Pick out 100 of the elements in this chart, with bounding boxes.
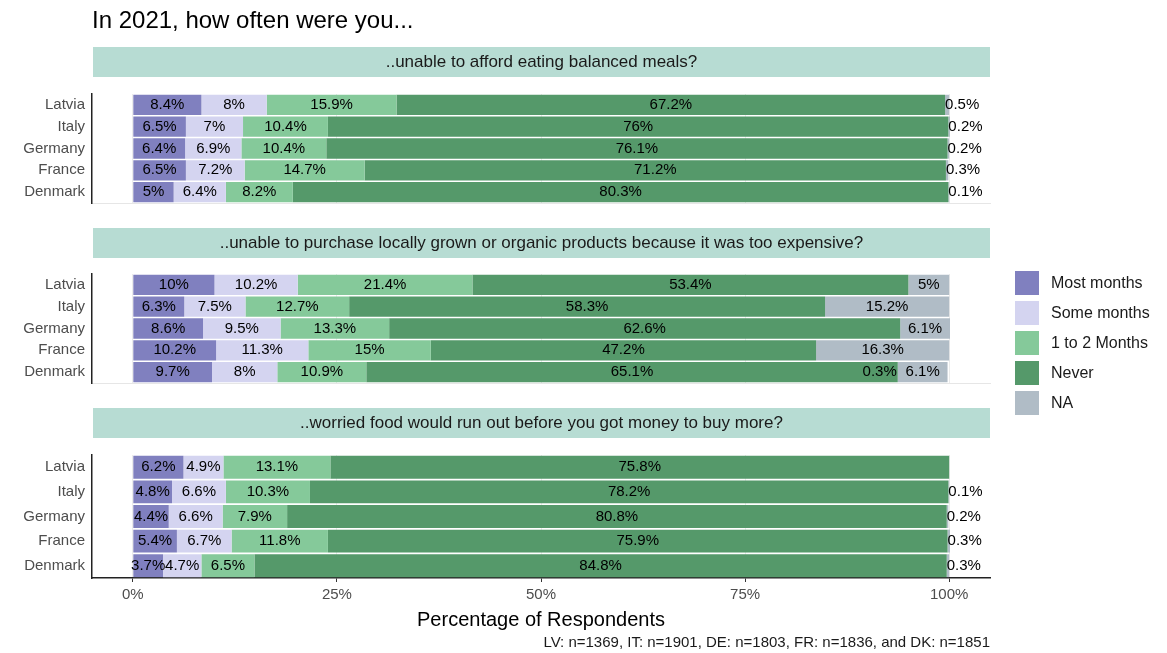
data-label: 0.3%	[946, 555, 981, 573]
data-label: 6.5%	[210, 555, 246, 573]
data-label: 0.1%	[948, 182, 983, 200]
data-label: 6.2%	[141, 457, 176, 475]
data-label: 0.5%	[945, 95, 980, 113]
data-label: 0.3%	[947, 531, 982, 549]
data-label: 6.1%	[908, 318, 943, 336]
data-label: 0.2%	[948, 116, 983, 134]
data-label: 71.2%	[634, 160, 677, 178]
data-label: 6.6%	[181, 482, 217, 500]
data-label: 4.7%	[165, 555, 200, 573]
y-tick-label: Denmark	[24, 362, 86, 380]
data-label: 75.9%	[616, 531, 660, 549]
data-label: 15.2%	[865, 296, 909, 314]
data-label: 6.9%	[196, 138, 231, 156]
data-label: 7.2%	[198, 160, 233, 178]
data-label: 6.7%	[187, 531, 222, 549]
data-label: 0.1%	[948, 482, 983, 500]
data-label: 13.1%	[255, 457, 299, 475]
data-label: 10.2%	[234, 275, 278, 293]
data-label: 4.4%	[133, 506, 169, 524]
x-tick-label: 50%	[525, 585, 557, 603]
y-tick-label: Denmark	[24, 182, 86, 200]
y-tick-label: Italy	[57, 482, 86, 500]
data-label: 75.8%	[618, 457, 662, 475]
y-tick-label: Latvia	[44, 457, 86, 475]
data-label: 47.2%	[602, 340, 645, 358]
data-label: 4.8%	[135, 482, 170, 500]
x-tick-label: 25%	[321, 585, 352, 603]
data-label: 8%	[233, 362, 256, 380]
data-label: 6.5%	[142, 116, 177, 134]
data-label: 80.3%	[599, 182, 642, 200]
data-label: 15.9%	[310, 95, 353, 113]
legend-label: 1 to 2 Months	[1051, 334, 1148, 352]
y-tick-label: Italy	[57, 296, 86, 314]
data-label: 80.8%	[595, 506, 639, 524]
data-label: 6.1%	[905, 362, 940, 380]
data-label: 6.3%	[141, 296, 176, 314]
data-label: 65.1%	[610, 362, 654, 380]
y-tick-label: Denmark	[24, 555, 86, 573]
y-tick-label: Latvia	[44, 95, 86, 113]
chart-subtitle: ..unable to purchase locally grown or organic products because it was too expensive?	[93, 228, 990, 258]
data-label: 6.6%	[178, 506, 213, 524]
data-label: 10.4%	[264, 116, 307, 134]
data-label: 13.3%	[313, 318, 357, 336]
data-label: 6.4%	[142, 138, 177, 156]
data-label: 78.2%	[607, 482, 651, 500]
chart-subtitle: ..unable to afford eating balanced meals?	[93, 47, 990, 77]
data-label: 10.3%	[246, 482, 290, 500]
data-label: 58.3%	[565, 296, 609, 314]
x-tick-label: 0%	[121, 585, 144, 603]
x-tick-label: 100%	[929, 585, 969, 603]
y-tick-label: Germany	[23, 318, 86, 336]
data-label: 14.7%	[283, 160, 326, 178]
data-label: 67.2%	[649, 95, 693, 113]
data-label: 10.9%	[300, 362, 344, 380]
y-tick-label: Germany	[23, 138, 86, 156]
data-label: 5.4%	[138, 531, 173, 549]
chart-title: In 2021, how often were you...	[92, 6, 414, 34]
data-label: 8.6%	[151, 318, 186, 336]
data-label: 10.4%	[262, 138, 306, 156]
data-label: 7.5%	[197, 296, 232, 314]
x-axis-title: Percentage of Respondents	[417, 607, 665, 630]
data-label: 84.8%	[579, 555, 622, 573]
data-label: 8.4%	[150, 95, 185, 113]
data-label: 8.2%	[242, 182, 277, 200]
data-label: 15%	[354, 340, 385, 358]
x-tick-label: 75%	[730, 585, 761, 603]
data-label: 4.9%	[186, 457, 221, 475]
data-label: 6.4%	[182, 182, 217, 200]
data-label: 11.8%	[259, 531, 301, 549]
data-label: 0.3%	[945, 160, 981, 178]
data-label: 5%	[142, 182, 165, 200]
data-label: 21.4%	[363, 275, 407, 293]
data-label: 53.4%	[669, 275, 712, 293]
y-tick-label: France	[38, 340, 85, 358]
data-label: 8%	[223, 95, 245, 113]
y-tick-label: Italy	[57, 116, 86, 134]
data-label: 10%	[158, 275, 189, 293]
legend-label: Some months	[1051, 304, 1150, 322]
legend-label: Most months	[1051, 274, 1143, 292]
data-label: 5%	[917, 275, 940, 293]
data-label: 12.7%	[276, 296, 319, 314]
data-label: 11.3%	[241, 340, 283, 358]
data-label: 62.6%	[623, 318, 666, 336]
data-label: 7.9%	[237, 506, 272, 524]
legend-label: Never	[1051, 364, 1094, 382]
y-tick-label: Latvia	[44, 275, 86, 293]
data-label: 76.1%	[615, 138, 659, 156]
data-label: 16.3%	[861, 340, 904, 358]
data-label: 0.2%	[947, 138, 982, 156]
data-label: 76%	[623, 116, 654, 134]
chart-subtitle: ..worried food would run out before you got money to buy more?	[93, 408, 990, 438]
data-label: 10.2%	[153, 340, 196, 358]
annotation: 0.3%	[862, 362, 897, 380]
y-tick-label: France	[38, 531, 85, 549]
data-label: 0.2%	[946, 506, 981, 524]
legend-label: NA	[1051, 394, 1074, 412]
y-tick-label: France	[38, 160, 85, 178]
text: LV: n=1369, IT: n=1901, DE: n=1803, FR: n=1836, and DK: n=1851	[543, 633, 990, 650]
